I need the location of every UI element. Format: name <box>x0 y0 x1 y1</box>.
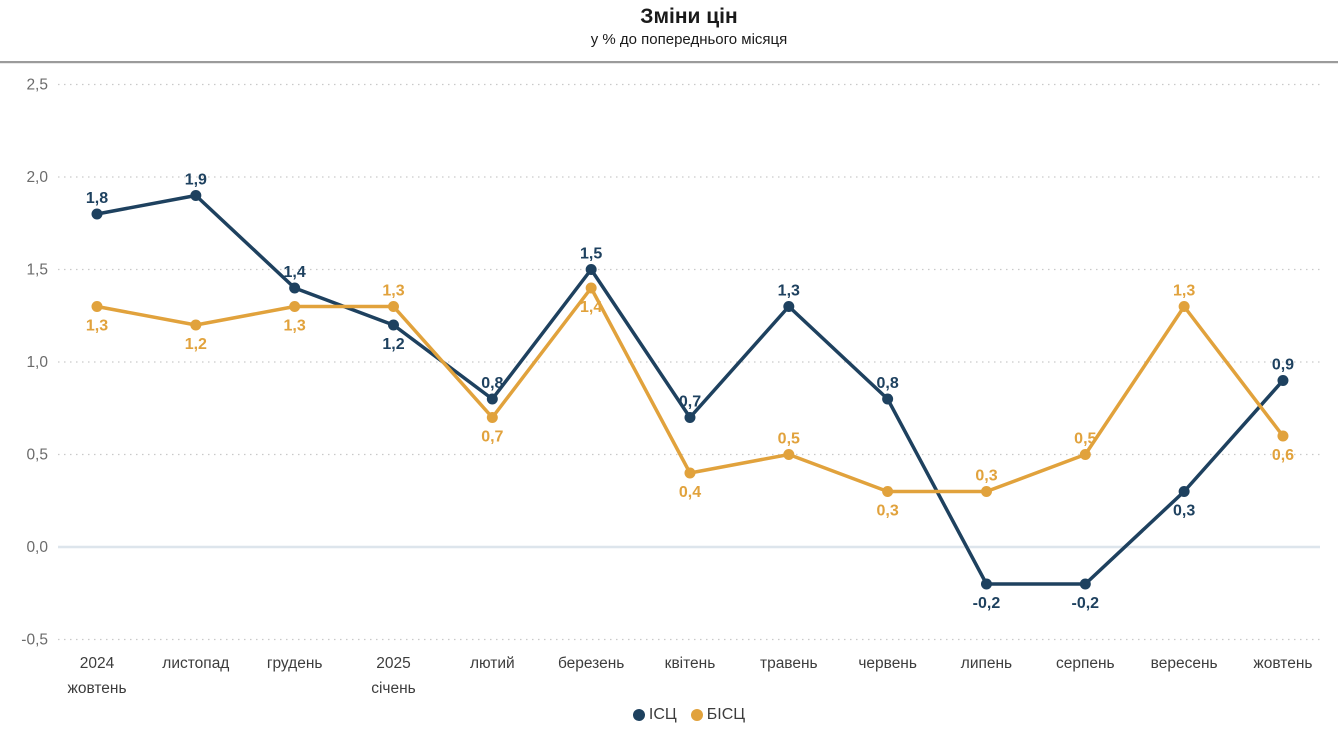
legend-marker-icp-icon <box>632 709 645 721</box>
x-tick-label: березень <box>558 655 624 672</box>
y-tick-label: 2,0 <box>26 169 48 186</box>
data-point-ІСЦ <box>585 264 597 275</box>
data-point-БІСЦ <box>882 486 894 497</box>
data-point-БІСЦ <box>289 301 301 312</box>
x-tick-label: травень <box>760 655 818 672</box>
data-point-ІСЦ <box>190 190 202 201</box>
data-point-ІСЦ <box>684 412 696 423</box>
x-tick-label: серпень <box>1056 655 1115 672</box>
x-tick-label: квітень <box>665 655 716 672</box>
data-label-БІСЦ: 1,2 <box>185 336 207 353</box>
data-point-БІСЦ <box>1277 430 1289 442</box>
x-tick-label: червень <box>858 655 917 672</box>
data-point-ІСЦ <box>289 282 301 294</box>
x-tick-label: жовтень <box>1253 655 1312 672</box>
data-label-БІСЦ: 0,3 <box>975 468 997 485</box>
data-label-ІСЦ: 1,8 <box>86 190 108 207</box>
data-label-ІСЦ: 0,8 <box>877 375 899 392</box>
data-point-ІСЦ <box>486 393 498 405</box>
data-label-БІСЦ: 0,4 <box>679 484 701 501</box>
x-tick-label: лютий <box>470 655 515 672</box>
x-tick-label: липень <box>961 655 1012 672</box>
data-label-ІСЦ: 0,9 <box>1272 357 1294 374</box>
data-label-ІСЦ: 1,3 <box>778 283 800 300</box>
chart-title: Зміни цін <box>640 5 738 28</box>
data-label-БІСЦ: 0,5 <box>1074 431 1096 448</box>
data-label-БІСЦ: 0,5 <box>778 431 800 448</box>
data-point-ІСЦ <box>882 393 894 405</box>
header-divider <box>0 61 1338 64</box>
y-tick-label: 1,5 <box>26 262 48 279</box>
x-tick-label: листопад <box>162 655 229 672</box>
data-label-ІСЦ: 1,5 <box>580 246 602 263</box>
data-label-БІСЦ: 1,4 <box>580 299 602 316</box>
chart-subtitle: у % до попереднього місяця <box>590 31 788 49</box>
data-point-БІСЦ <box>1079 449 1091 460</box>
data-point-БІСЦ <box>486 412 498 423</box>
data-point-ІСЦ <box>91 208 103 220</box>
data-point-БІСЦ <box>387 301 399 312</box>
x-tick-label: 2024 жовтень <box>67 655 126 697</box>
data-point-БІСЦ <box>1178 301 1190 312</box>
data-label-БІСЦ: 1,3 <box>382 283 404 300</box>
chart-legend: ІСЦ БІСЦ <box>40 706 1338 724</box>
data-label-БІСЦ: 1,3 <box>284 318 306 335</box>
data-label-ІСЦ: 1,4 <box>284 264 306 281</box>
legend-item-bicp: БІСЦ <box>690 706 746 724</box>
data-point-БІСЦ <box>684 467 696 479</box>
series-line-ІСЦ <box>95 193 1285 586</box>
data-label-БІСЦ: 0,3 <box>877 503 899 520</box>
data-point-ІСЦ <box>1178 486 1190 497</box>
legend-item-icp: ІСЦ <box>632 706 677 724</box>
series-line-БІСЦ <box>95 286 1285 494</box>
data-label-БІСЦ: 0,6 <box>1272 447 1294 464</box>
data-point-ІСЦ <box>783 301 795 312</box>
x-tick-label: вересень <box>1151 655 1218 672</box>
y-tick-label: 1,0 <box>26 354 48 371</box>
data-point-ІСЦ <box>1079 578 1091 590</box>
y-tick-label: 2,5 <box>26 77 48 94</box>
data-label-БІСЦ: 0,7 <box>481 429 503 446</box>
data-point-БІСЦ <box>783 449 795 460</box>
legend-label-icp: ІСЦ <box>648 706 677 723</box>
x-tick-label: грудень <box>267 655 323 672</box>
y-tick-label: 0,0 <box>26 539 48 556</box>
data-label-ІСЦ: 1,9 <box>185 172 207 189</box>
data-label-ІСЦ: 0,7 <box>679 394 701 411</box>
chart-header: Зміни цін у % до попереднього місяця <box>40 4 1338 51</box>
data-label-БІСЦ: 1,3 <box>86 318 108 335</box>
data-point-БІСЦ <box>91 301 103 312</box>
data-point-ІСЦ <box>1277 375 1289 386</box>
data-label-ІСЦ: 0,8 <box>481 375 503 392</box>
y-tick-label: -0,5 <box>21 632 48 649</box>
y-tick-label: 0,5 <box>26 447 48 464</box>
data-label-ІСЦ: -0,2 <box>1072 595 1100 612</box>
legend-marker-bicp-icon <box>690 709 703 721</box>
x-tick-label: 2025 січень <box>371 655 416 697</box>
price-change-line-chart: 2,5 2,0 1,5 1,0 0,5 0,0 -0,5 2024 жовтень листопа… <box>21 77 1320 697</box>
data-point-ІСЦ <box>980 578 992 590</box>
data-label-БІСЦ: 1,3 <box>1173 283 1195 300</box>
data-label-ІСЦ: 0,3 <box>1173 503 1195 520</box>
data-point-ІСЦ <box>387 319 399 331</box>
data-point-БІСЦ <box>190 319 202 331</box>
data-point-БІСЦ <box>980 486 992 497</box>
data-point-БІСЦ <box>585 282 597 294</box>
legend-label-bicp: БІСЦ <box>706 706 746 723</box>
data-label-ІСЦ: 1,2 <box>382 336 404 353</box>
data-label-ІСЦ: -0,2 <box>973 595 1001 612</box>
